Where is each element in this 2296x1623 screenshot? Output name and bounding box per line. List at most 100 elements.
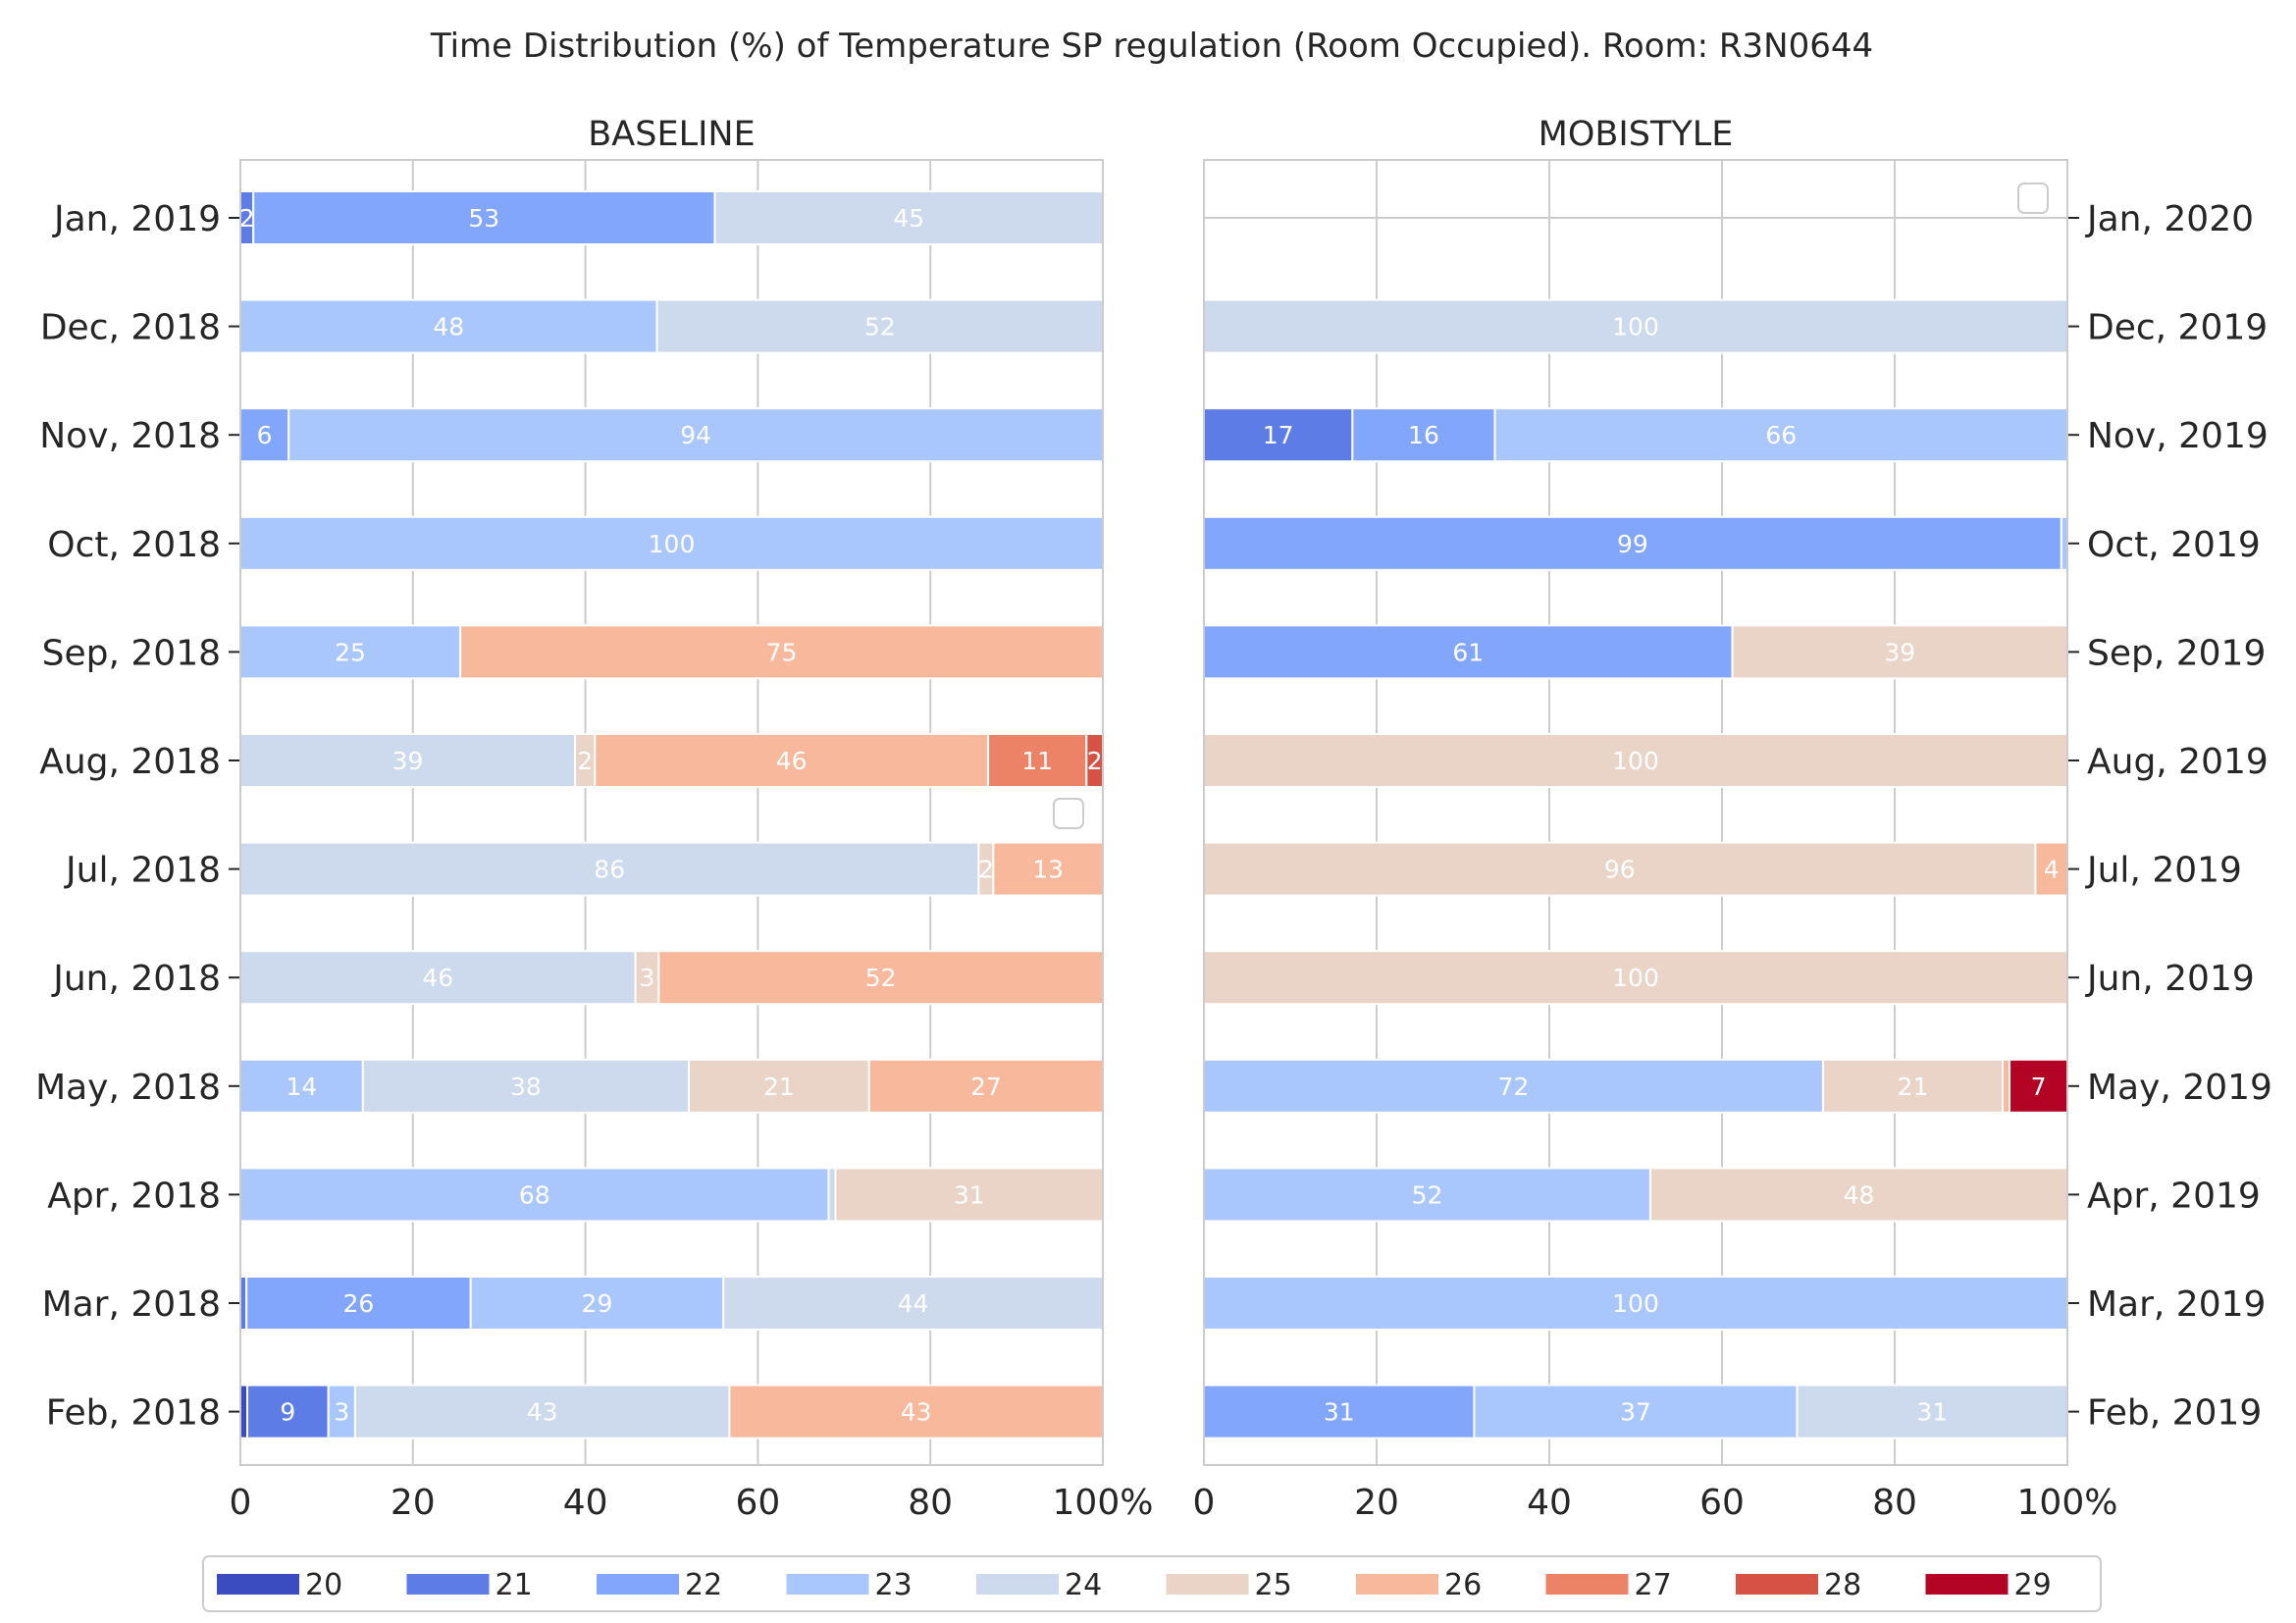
bar-segment — [239, 298, 658, 354]
legend-label: 29 — [2014, 1568, 2052, 1602]
bar-value-label: 46 — [422, 964, 453, 992]
bar-value-label: 21 — [763, 1073, 795, 1101]
bar-value-label: 100 — [1612, 1289, 1659, 1318]
bar-segment — [239, 624, 462, 680]
y-tick-label: Nov, 2019 — [2087, 416, 2269, 456]
y-tick-label: Apr, 2018 — [47, 1176, 221, 1216]
bar-value-label: 48 — [1844, 1180, 1875, 1209]
bar-value-label: 100 — [1612, 313, 1659, 341]
bar-value-label: 9 — [280, 1398, 295, 1427]
legend-label: 22 — [685, 1568, 722, 1602]
legend-swatch — [1356, 1574, 1438, 1595]
legend-label: 20 — [305, 1568, 342, 1602]
y-tick-label: Jul, 2018 — [64, 851, 221, 891]
legend-swatch — [976, 1574, 1059, 1595]
bar-value-label: 25 — [335, 638, 366, 666]
bar-value-label: 52 — [864, 313, 896, 341]
panel-title: MOBISTYLE — [1539, 115, 1734, 154]
bar-segment — [1203, 624, 1734, 680]
bar-value-label: 2 — [577, 747, 593, 775]
x-tick-label: 80 — [1872, 1483, 1917, 1523]
y-tick-label: Dec, 2018 — [40, 308, 221, 348]
x-tick-label: 40 — [1527, 1483, 1572, 1523]
y-tick-label: Sep, 2019 — [2087, 633, 2266, 673]
bar-value-label: 26 — [343, 1289, 375, 1318]
legend-label: 26 — [1444, 1568, 1482, 1602]
x-tick-label: 100% — [2017, 1483, 2118, 1523]
bar-segment — [722, 1276, 1104, 1331]
x-tick-label: 20 — [391, 1483, 436, 1523]
bar-segment — [1648, 1167, 2068, 1223]
bar-segment — [239, 1167, 830, 1223]
legend-frame — [202, 1555, 2102, 1612]
bar-segment — [239, 841, 980, 897]
bar-segment — [1203, 298, 2068, 354]
bar-segment — [834, 1167, 1104, 1223]
panel-title: BASELINE — [588, 115, 755, 154]
bar-value-label: 45 — [893, 204, 924, 233]
bar-value-label: 13 — [1032, 856, 1064, 884]
bar-value-label: 96 — [1604, 856, 1636, 884]
bar-value-label: 29 — [582, 1289, 613, 1318]
x-tick-label: 0 — [1193, 1483, 1216, 1523]
bar-segment — [728, 1384, 1104, 1440]
plot-frame — [1203, 159, 2068, 1466]
bar-value-label: 3 — [639, 964, 654, 992]
bar-segment — [1821, 1058, 2004, 1114]
y-tick-label: Feb, 2018 — [46, 1393, 221, 1434]
bar-value-label: 2 — [1087, 747, 1103, 775]
legend-label: 23 — [875, 1568, 913, 1602]
y-tick-label: Oct, 2019 — [2087, 525, 2261, 565]
bar-value-label: 86 — [594, 856, 625, 884]
bar-value-label: 43 — [527, 1398, 558, 1427]
bar-segment — [239, 407, 290, 463]
x-tick-label: 100% — [1053, 1483, 1154, 1523]
bar-segment — [239, 515, 1104, 571]
y-tick-label: Aug, 2018 — [39, 742, 221, 782]
legend-label: 27 — [1635, 1568, 1672, 1602]
x-tick-label: 0 — [230, 1483, 252, 1523]
bar-value-label: 31 — [1916, 1398, 1948, 1427]
legend: 20 21 22 23 24 25 26 27 28 29 — [202, 1555, 2102, 1612]
legend-swatch — [786, 1574, 869, 1595]
bar-value-label: 100 — [649, 530, 696, 558]
bar-value-label: 46 — [776, 747, 808, 775]
bar-value-label: 11 — [1021, 747, 1053, 775]
bar-value-label: 68 — [519, 1180, 550, 1209]
bar-value-label: 48 — [433, 313, 464, 341]
bar-value-label: 100 — [1612, 747, 1659, 775]
bar-value-label: 61 — [1452, 638, 1484, 666]
bar-segment — [1493, 407, 2069, 463]
bar-value-label: 6 — [257, 421, 273, 449]
bar-value-label: 38 — [510, 1073, 542, 1101]
bar-value-label: 39 — [1884, 638, 1915, 666]
y-tick-label: Feb, 2019 — [2087, 1393, 2262, 1434]
bar-segment — [2002, 1058, 2011, 1114]
legend-label: 25 — [1255, 1568, 1292, 1602]
bar-value-label: 37 — [1620, 1398, 1651, 1427]
empty-legend-box — [1053, 798, 1084, 829]
bar-value-label: 39 — [392, 747, 424, 775]
y-tick-label: Jan, 2020 — [2085, 199, 2254, 239]
bar-value-label: 44 — [898, 1289, 929, 1318]
bar-segment — [1203, 1276, 2068, 1331]
bar-value-label: 16 — [1408, 421, 1439, 449]
bar-segment — [594, 733, 990, 788]
plot-frame — [239, 159, 1104, 1466]
bar-value-label: 99 — [1617, 530, 1648, 558]
bar-value-label: 53 — [468, 204, 499, 233]
bar-segment — [287, 407, 1104, 463]
bar-value-label: 27 — [970, 1073, 1002, 1101]
bar-value-label: 43 — [901, 1398, 932, 1427]
bar-value-label: 31 — [1324, 1398, 1355, 1427]
y-tick-label: Jan, 2019 — [52, 199, 221, 239]
bar-segment — [992, 841, 1105, 897]
bar-value-label: 100 — [1612, 964, 1659, 992]
bar-segment — [827, 1167, 837, 1223]
y-tick-label: Oct, 2018 — [47, 525, 221, 565]
legend-swatch — [406, 1574, 490, 1595]
bar-value-label: 94 — [680, 421, 711, 449]
bar-value-label: 21 — [1898, 1073, 1929, 1101]
bar-segment — [239, 1384, 249, 1440]
bar-value-label: 2 — [239, 204, 255, 233]
